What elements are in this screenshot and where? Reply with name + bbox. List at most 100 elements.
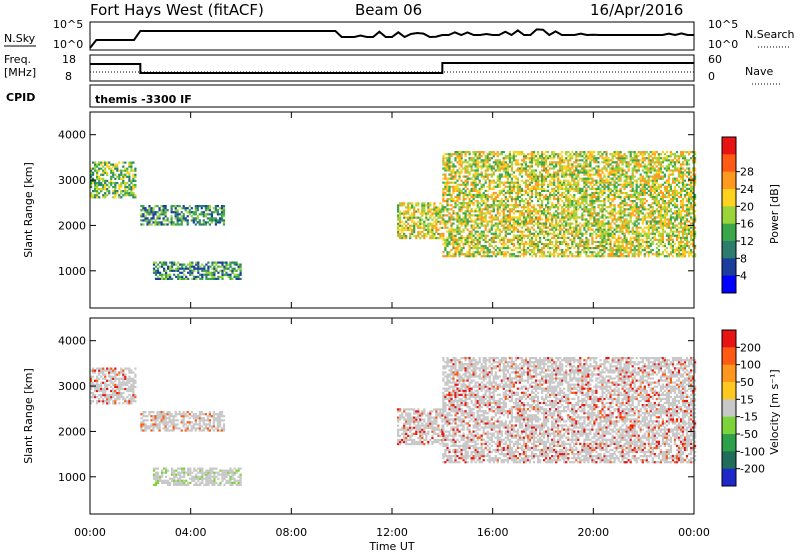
cell-0-744 [235,277,238,280]
cell-0-4005 [621,255,624,258]
cell-0-1841 [490,210,493,213]
cell-0-3527 [593,251,596,254]
cell-0-1072 [444,206,447,209]
cell-0-3740 [605,206,608,209]
cell-0-3718 [603,185,606,188]
cell-0-2920 [557,198,560,201]
cell-0-257 [140,205,143,208]
cell-0-2474 [530,249,534,252]
cell-0-503 [220,207,224,210]
cell-0-3055 [565,198,568,201]
cell-0-484 [214,207,217,210]
cell-0-4576 [653,185,656,188]
cell-0-2766 [547,183,550,186]
cell-0-1423 [466,255,469,258]
cell-0-4639 [657,216,660,219]
cell-0-2223 [514,222,517,225]
cell-0-2630 [539,191,542,195]
cell-0-2295 [518,210,521,213]
cell-0-2101 [506,198,509,201]
cell-0-2923 [557,189,560,192]
cell-0-1087 [444,161,447,164]
cell-0-496 [218,207,222,210]
cell-0-4299 [637,218,640,221]
cell-0-1192 [452,253,455,256]
cell-0-957 [429,208,432,211]
cell-0-2405 [526,251,530,254]
cell-0-2993 [561,181,564,184]
cell-0-2783 [549,228,552,231]
cell-0-3923 [615,165,618,168]
cell-0-3257 [577,236,580,239]
cell-0-3747 [605,167,608,170]
cell-0-3259 [577,232,580,235]
cell-0-4628 [657,251,660,254]
cell-0-2560 [534,189,538,192]
cell-0-2599 [537,179,540,182]
cell-0-4285 [637,253,640,256]
cell-0-3004 [561,151,564,154]
cell-0-3983 [619,208,622,211]
cell-0-2238 [514,169,517,172]
cell-0-3101 [567,179,570,182]
cell-0-773 [397,210,400,213]
cell-0-4121 [627,224,630,227]
cell-0-3620 [597,153,600,156]
cell-0-4419 [643,151,646,154]
cell-0-634 [195,263,198,266]
cell-0-2276 [516,161,519,164]
cell-0-2912 [557,222,560,225]
cell-0-2541 [532,151,536,154]
cell-0-178 [122,179,125,182]
cell-0-261 [142,213,145,216]
cell-0-3211 [575,255,578,258]
cell-0-4300 [637,216,640,219]
cell-0-3605 [597,198,600,201]
cell-0-819 [405,216,408,219]
cell-0-2082 [504,157,507,160]
cell-0-2218 [514,247,517,250]
cell-0-935 [427,232,430,236]
cell-0-2144 [508,173,511,176]
cell-0-2240 [514,161,517,164]
cell-0-606 [185,267,188,270]
cell-0-2201 [512,208,515,211]
cell-0-2706 [543,163,546,166]
cell-0-3628 [599,236,602,239]
cell-0-2942 [559,240,562,244]
cell-0-529 [156,267,160,270]
cell-0-1613 [476,195,479,199]
cell-0-2562 [534,185,538,188]
cell-0-3198 [573,193,576,197]
cell-0-201 [126,181,129,185]
cell-0-1355 [460,161,463,164]
cell-0-842 [409,214,412,217]
cell-0-50 [96,163,99,166]
cell-0-3919 [615,173,618,176]
cell-0-431 [198,223,201,226]
cell-0-1938 [496,179,499,182]
cell-0-1064 [444,240,447,244]
cell-0-1834 [490,226,493,229]
cell-0-4782 [665,185,668,188]
cell-0-1490 [470,253,473,256]
cell-0-2167 [510,198,513,201]
cell-0-463 [208,217,211,220]
cell-0-3869 [613,232,616,235]
cell-0-41 [96,186,99,189]
cell-0-3944 [617,212,620,215]
cell-0-2254 [516,224,519,227]
cell-0-153 [116,165,119,168]
cell-0-2016 [502,247,505,250]
cell-0-1886 [492,161,495,164]
cell-0-3636 [599,220,602,223]
cell-0-2780 [549,240,552,244]
cell-0-3507 [591,202,594,205]
cell-0-1583 [474,171,477,174]
cell-0-961 [431,235,434,238]
cell-0-2381 [524,224,528,227]
cell-0-3681 [601,189,604,192]
cell-0-3093 [567,200,570,203]
cell-0-3624 [599,249,602,252]
cell-0-1155 [448,159,451,162]
